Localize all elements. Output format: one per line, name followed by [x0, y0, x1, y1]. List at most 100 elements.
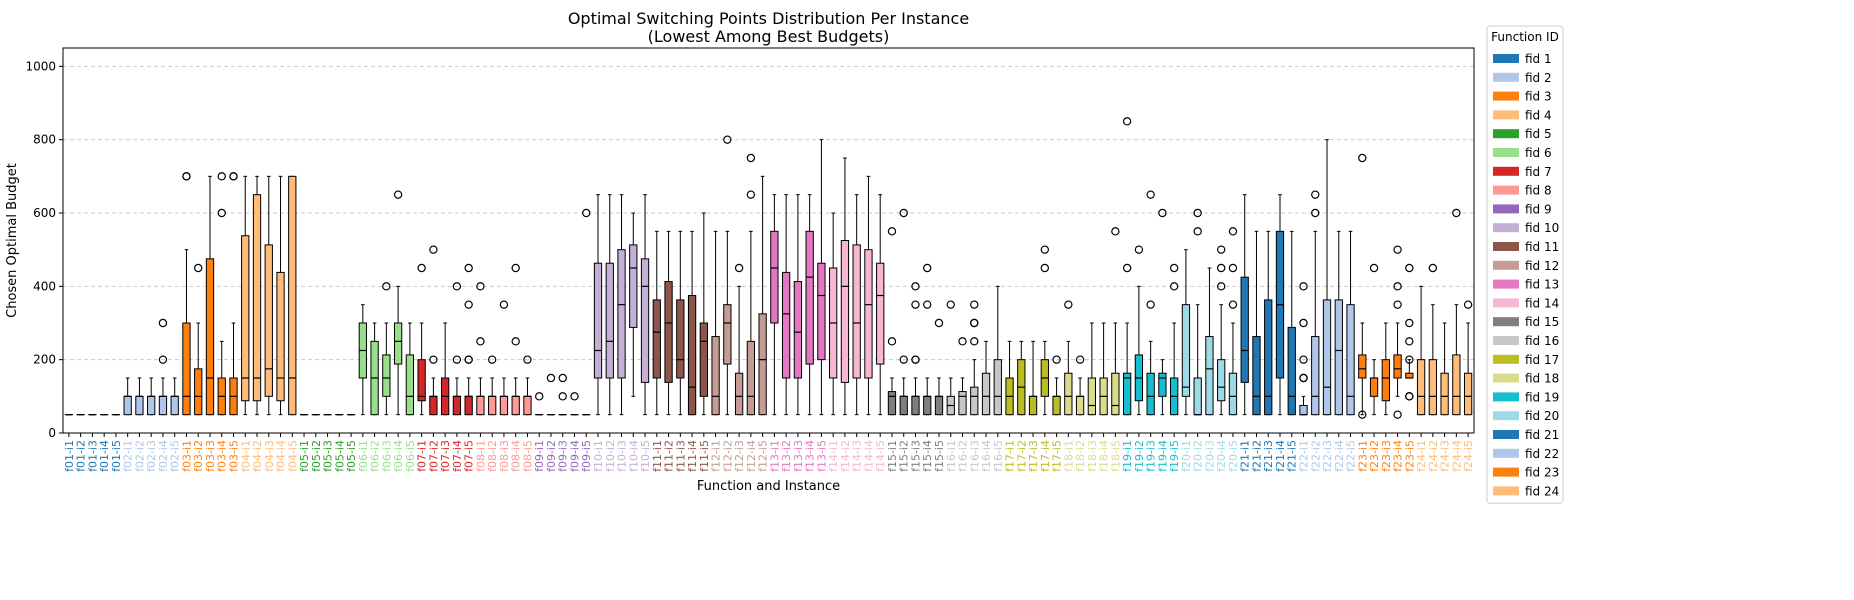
legend-item: fid 9 — [1493, 202, 1552, 216]
legend-label: fid 18 — [1525, 372, 1559, 386]
x-tick-label: f08-i5 — [521, 440, 534, 472]
box-f14-i2 — [840, 157, 850, 416]
outlier-point — [911, 300, 920, 309]
box-f12-i1 — [711, 230, 720, 416]
box-f16-i3 — [970, 300, 979, 416]
box-f18-i3 — [1087, 322, 1096, 416]
box-f06-i3 — [382, 282, 391, 416]
outlier-point — [1134, 245, 1144, 254]
box-iqr — [1146, 372, 1155, 416]
legend-swatch — [1493, 91, 1519, 101]
outlier-point — [1299, 373, 1308, 383]
box-f23-i2 — [1369, 263, 1379, 416]
x-tick-label: f01-i2 — [75, 440, 88, 472]
box-f13-i3 — [793, 194, 803, 416]
x-tick-label: f01-i4 — [98, 440, 111, 472]
legend-label: fid 3 — [1525, 90, 1552, 104]
outlier-point — [899, 355, 908, 364]
box-f12-i2 — [723, 135, 732, 416]
outlier-point — [1146, 190, 1155, 199]
box-iqr — [1217, 359, 1226, 402]
outlier-point — [1299, 318, 1308, 328]
x-tick-label: f02-i3 — [145, 440, 158, 472]
x-tick-label: f10-i4 — [627, 440, 640, 472]
legend-item: fid 18 — [1493, 372, 1559, 386]
box-f16-i4 — [981, 340, 991, 416]
outlier-point — [734, 263, 744, 273]
outlier-point — [464, 300, 473, 309]
x-tick-label: f23-i2 — [1368, 440, 1381, 472]
box-iqr — [452, 395, 462, 416]
x-tick-label: f23-i3 — [1380, 440, 1393, 472]
x-tick-label: f10-i2 — [604, 440, 617, 472]
box-iqr — [499, 395, 509, 416]
x-tick-label: f01-i1 — [63, 440, 76, 472]
box-iqr — [158, 395, 168, 416]
x-tick-label: f24-i5 — [1462, 440, 1475, 472]
box-iqr — [1393, 354, 1402, 379]
box-f22-i1 — [1299, 282, 1308, 416]
box-iqr — [629, 244, 638, 328]
box-f07-i4 — [452, 282, 462, 416]
legend-swatch — [1493, 223, 1519, 233]
x-tick-label: f03-i3 — [204, 440, 217, 472]
legend-items: fid 1 fid 2 fid 3 fid 4 fid 5 fid 6 fid 7 fid 8… — [1493, 52, 1559, 498]
x-tick-label: f20-i1 — [1180, 440, 1193, 472]
x-tick-label: f14-i3 — [851, 440, 864, 472]
box-iqr — [288, 175, 297, 416]
box-f23-i5 — [1405, 263, 1414, 401]
outlier-point — [1064, 300, 1073, 309]
outlier-point — [1369, 263, 1379, 273]
legend-label: fid 5 — [1525, 127, 1552, 141]
x-tick-label: f21-i3 — [1262, 440, 1275, 472]
outlier-point — [158, 318, 168, 328]
outlier-point — [1216, 282, 1226, 291]
x-tick-label: f18-i3 — [1086, 440, 1099, 472]
box-iqr — [781, 271, 791, 379]
x-tick-label: f11-i3 — [674, 440, 687, 472]
plot-area — [62, 47, 1475, 434]
box-iqr — [876, 262, 885, 365]
outlier-point — [452, 282, 462, 291]
box-f17-i3 — [1028, 340, 1038, 416]
x-tick-label: f09-i2 — [545, 440, 558, 472]
chart-subtitle: (Lowest Among Best Budgets) — [648, 27, 890, 46]
box-iqr — [1193, 377, 1202, 416]
grid-lines — [63, 65, 1474, 361]
box-f14-i5 — [876, 194, 885, 416]
box-iqr — [194, 368, 203, 416]
box-iqr — [1287, 326, 1296, 416]
x-tick-label: f13-i1 — [768, 440, 781, 472]
x-tick-label: f20-i4 — [1215, 440, 1228, 472]
outlier-point — [1428, 263, 1438, 273]
outlier-point — [429, 355, 438, 364]
box-iqr — [1428, 359, 1437, 416]
outlier-point — [970, 318, 979, 328]
box-iqr — [981, 372, 991, 416]
legend-label: fid 9 — [1525, 202, 1552, 216]
box-f07-i2 — [429, 245, 438, 416]
x-tick-label: f08-i1 — [474, 440, 487, 472]
box-f22-i4 — [1334, 230, 1343, 416]
box-iqr — [182, 322, 191, 416]
outlier-point — [899, 208, 908, 218]
outlier-point — [452, 355, 462, 364]
box-f15-i3 — [911, 282, 920, 416]
outlier-point — [1122, 263, 1132, 273]
x-tick-label: f10-i5 — [639, 440, 652, 472]
legend-label: fid 19 — [1525, 390, 1559, 404]
x-tick-label: f12-i5 — [757, 440, 770, 472]
legend-swatch — [1493, 298, 1519, 308]
box-f22-i3 — [1322, 139, 1332, 416]
legend-item: fid 2 — [1493, 71, 1552, 85]
legend-item: fid 11 — [1493, 240, 1559, 254]
box-f19-i1 — [1122, 117, 1132, 416]
box-iqr — [1334, 299, 1343, 416]
box-f08-i3 — [499, 300, 509, 416]
box-f04-i3 — [264, 175, 273, 416]
box-f18-i5 — [1111, 227, 1120, 416]
legend-swatch — [1493, 448, 1519, 458]
box-iqr — [135, 395, 144, 416]
box-series — [64, 117, 1473, 419]
box-f21-i2 — [1252, 230, 1261, 416]
